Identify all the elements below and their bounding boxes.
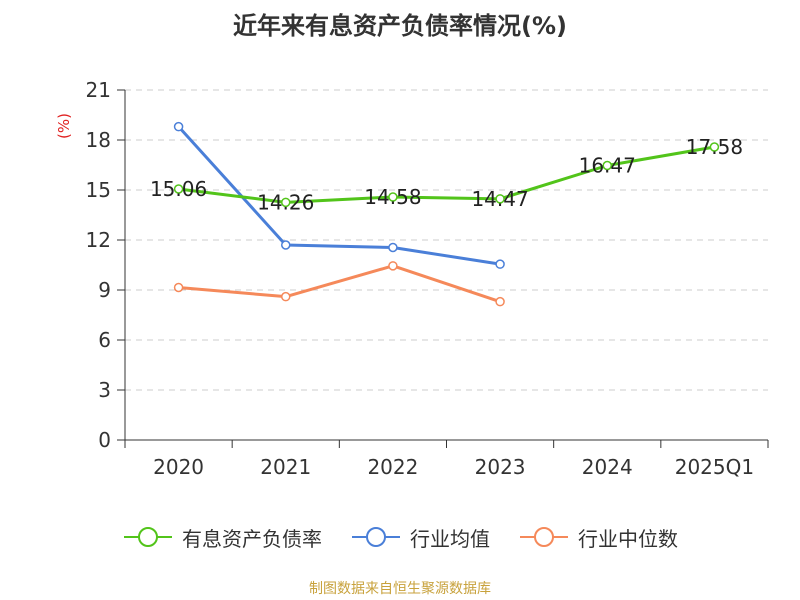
legend-item[interactable]: 有息资产负债率	[122, 523, 322, 552]
data-label: 17.58	[686, 135, 743, 159]
y-axis-unit-label: (%)	[55, 113, 73, 139]
y-tick-label: 12	[86, 228, 111, 252]
data-point	[388, 192, 398, 202]
data-label: 14.26	[257, 190, 314, 214]
data-point	[281, 240, 291, 250]
legend-swatch	[124, 527, 172, 547]
data-point	[173, 121, 184, 132]
y-tick-label: 6	[98, 328, 111, 352]
y-tick-label: 3	[98, 378, 111, 402]
data-label: 14.58	[364, 185, 421, 209]
data-point	[495, 296, 505, 307]
source-note: 制图数据来自恒生聚源数据库	[309, 581, 491, 597]
y-tick-label: 21	[86, 78, 111, 102]
legend-label: 行业中位数	[578, 526, 678, 551]
data-point	[388, 242, 398, 253]
series-line-2	[178, 264, 501, 304]
data-point	[281, 291, 291, 302]
data-point	[173, 282, 184, 293]
chart-legend: 有息资产负债率 行业均值 行业中位数	[0, 519, 800, 555]
legend-swatch-marker	[138, 527, 158, 547]
legend-label: 行业均值	[410, 526, 490, 551]
y-tick-label: 18	[86, 128, 111, 152]
data-point	[709, 142, 720, 152]
legend-item[interactable]: 行业均值	[350, 523, 490, 552]
data-label: 14.47	[471, 187, 528, 211]
y-tick-label: 15	[86, 178, 111, 202]
x-tick-label: 2023	[475, 455, 526, 479]
y-tick-label: 9	[98, 278, 111, 302]
chart-title: 近年来有息资产负债率情况(%)	[233, 12, 567, 40]
series-line-1	[177, 125, 501, 266]
data-point	[173, 184, 184, 194]
data-point	[602, 160, 612, 171]
legend-swatch	[352, 527, 400, 547]
x-tick-label: 2020	[153, 455, 204, 479]
legend-swatch	[520, 527, 568, 547]
x-tick-label: 2025Q1	[675, 455, 754, 479]
data-point	[495, 259, 505, 269]
x-tick-label: 2021	[260, 455, 311, 479]
data-point	[281, 197, 291, 208]
legend-swatch-marker	[534, 527, 554, 547]
x-tick-label: 2024	[582, 455, 633, 479]
y-tick-label: 0	[98, 428, 111, 452]
series-line-0	[178, 145, 715, 204]
x-tick-label: 2022	[367, 455, 418, 479]
data-point	[495, 194, 505, 204]
data-label: 16.47	[579, 154, 636, 178]
data-label: 15.06	[150, 177, 207, 201]
legend-label: 有息资产负债率	[182, 526, 322, 551]
legend-item[interactable]: 行业中位数	[518, 523, 678, 552]
data-point	[388, 261, 398, 271]
legend-swatch-marker	[366, 527, 386, 547]
